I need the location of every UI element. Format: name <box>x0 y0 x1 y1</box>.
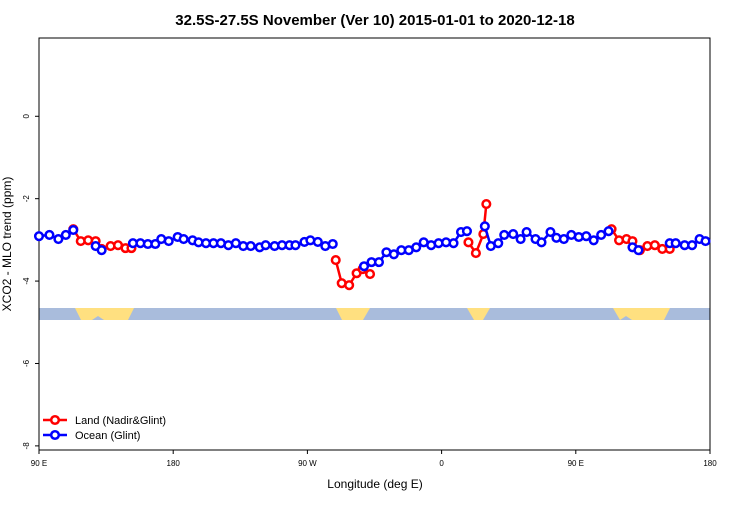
data-point <box>521 227 532 238</box>
y-tick-label: -2 <box>22 195 31 203</box>
y-axis-label: XCO2 - MLO trend (ppm) <box>0 177 14 312</box>
plot-frame <box>38 37 711 451</box>
data-point <box>558 234 569 245</box>
data-point <box>499 229 510 240</box>
ocean-band <box>39 308 710 320</box>
data-point <box>359 261 370 272</box>
data-point <box>603 226 614 237</box>
data-point <box>581 231 592 242</box>
data-point <box>178 234 189 245</box>
land-band <box>336 308 370 320</box>
data-point <box>60 229 71 240</box>
data-point <box>545 227 556 238</box>
data-point <box>596 229 607 240</box>
data-point <box>53 234 64 245</box>
data-point <box>312 236 323 247</box>
data-point <box>364 269 376 280</box>
data-point <box>330 255 341 266</box>
data-point <box>670 238 681 249</box>
data-point <box>327 238 338 250</box>
legend-marker <box>49 429 61 441</box>
data-point <box>96 245 107 256</box>
data-point <box>163 236 174 247</box>
data-point <box>290 240 301 251</box>
data-point <box>411 242 422 253</box>
data-point <box>588 235 599 246</box>
data-point <box>470 248 481 259</box>
land-band <box>467 308 490 320</box>
x-tick-label: 90 W <box>298 459 317 468</box>
data-point <box>344 280 355 291</box>
land-band <box>613 308 670 320</box>
land-ocean-band <box>39 308 710 320</box>
data-point <box>448 238 459 249</box>
data-point <box>33 231 45 242</box>
data-point <box>687 240 698 251</box>
data-point <box>493 238 504 249</box>
data-point <box>68 224 79 236</box>
x-tick-label: 0 <box>439 459 444 468</box>
legend-label: Ocean (Glint) <box>75 430 140 442</box>
legend-marker <box>49 414 61 426</box>
y-tick-label: -8 <box>22 442 31 450</box>
legend-label: Land (Nadir&Glint) <box>75 415 166 427</box>
data-point <box>150 238 161 250</box>
data-point <box>515 234 526 245</box>
x-tick-label: 90 E <box>568 459 584 468</box>
x-tick-label: 180 <box>703 459 717 468</box>
data-point <box>373 257 385 268</box>
data-point <box>44 229 55 240</box>
x-tick-label: 90 E <box>31 459 47 468</box>
data-point <box>245 241 256 252</box>
data-point <box>700 236 711 247</box>
x-axis-label: Longitude (deg E) <box>327 477 422 491</box>
data-point <box>508 229 519 240</box>
data-point <box>388 249 399 260</box>
land-band <box>75 308 134 320</box>
data-point <box>536 237 547 248</box>
y-tick-label: -4 <box>22 277 31 285</box>
data-point <box>463 237 474 248</box>
y-tick-label: -6 <box>22 359 31 367</box>
data-point <box>633 245 644 256</box>
data-point <box>461 226 472 237</box>
y-tick-label: 0 <box>22 114 31 119</box>
x-tick-label: 180 <box>167 459 181 468</box>
data-point <box>649 240 660 251</box>
chart-title: 32.5S-27.5S November (Ver 10) 2015-01-01… <box>175 12 574 29</box>
data-point <box>479 221 490 232</box>
data-point <box>481 198 492 210</box>
data-point <box>260 240 271 251</box>
